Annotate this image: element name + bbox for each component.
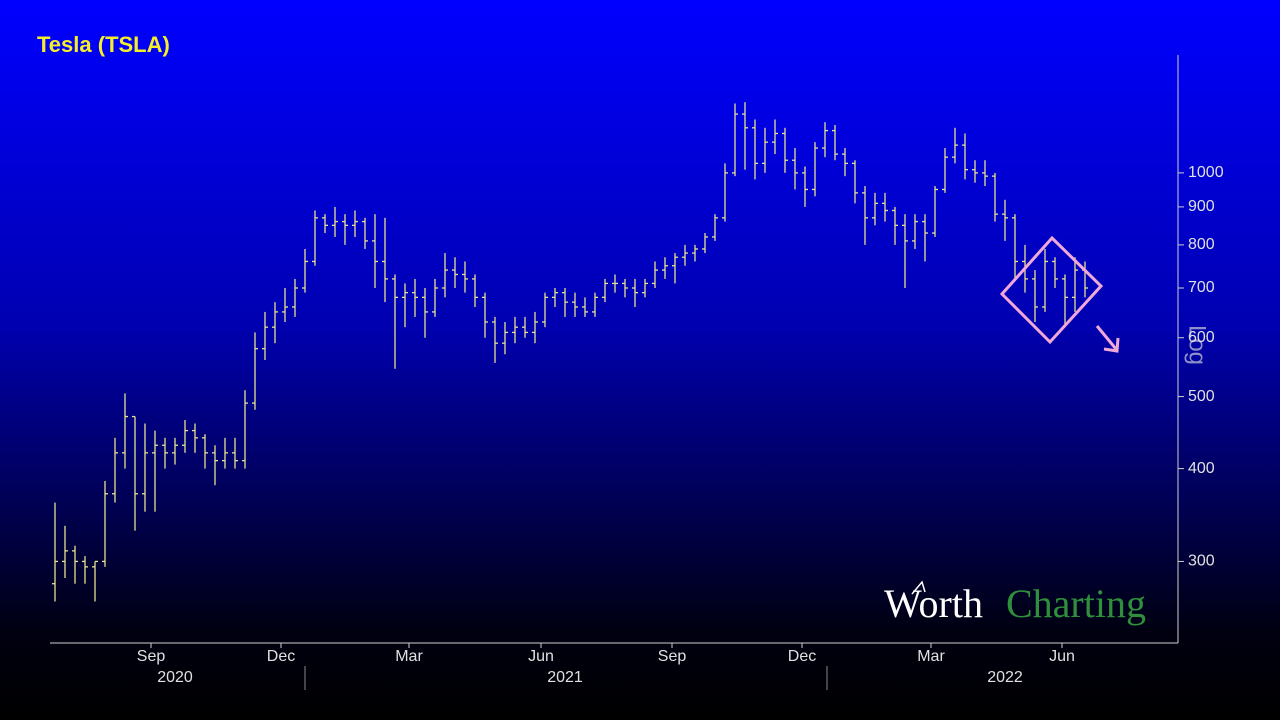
- y-tick-label: 900: [1188, 198, 1215, 215]
- year-label: 2020: [157, 669, 193, 686]
- pattern-diamond: [999, 235, 1104, 345]
- y-tick-label: 1000: [1188, 164, 1224, 181]
- x-tick-label: Jun: [528, 648, 554, 665]
- watermark-icon: [911, 580, 926, 595]
- chart-title: Tesla (TSLA): [37, 32, 170, 57]
- x-tick-label: Dec: [788, 648, 816, 665]
- y-tick-label: 800: [1188, 236, 1215, 253]
- x-tick-label: Sep: [658, 648, 687, 665]
- arrow-head: [1103, 337, 1120, 353]
- y-tick-label: 600: [1188, 329, 1215, 346]
- y-tick-label: 700: [1188, 279, 1215, 296]
- x-tick-label: Mar: [395, 648, 423, 665]
- year-label: 2021: [547, 669, 583, 686]
- y-tick-label: 300: [1188, 553, 1215, 570]
- year-label: 2022: [987, 669, 1023, 686]
- y-tick-label: 500: [1188, 388, 1215, 405]
- x-tick-label: Dec: [267, 648, 295, 665]
- axis-label: Log: [1184, 325, 1211, 365]
- watermark: Charting: [1006, 581, 1146, 626]
- y-tick-label: 400: [1188, 460, 1215, 477]
- x-tick-label: Mar: [917, 648, 945, 665]
- x-tick-label: Jun: [1049, 648, 1075, 665]
- price-bars: [52, 102, 1088, 602]
- watermark: Worth: [884, 581, 983, 626]
- x-tick-label: Sep: [137, 648, 166, 665]
- arrow-shaft: [1095, 325, 1118, 350]
